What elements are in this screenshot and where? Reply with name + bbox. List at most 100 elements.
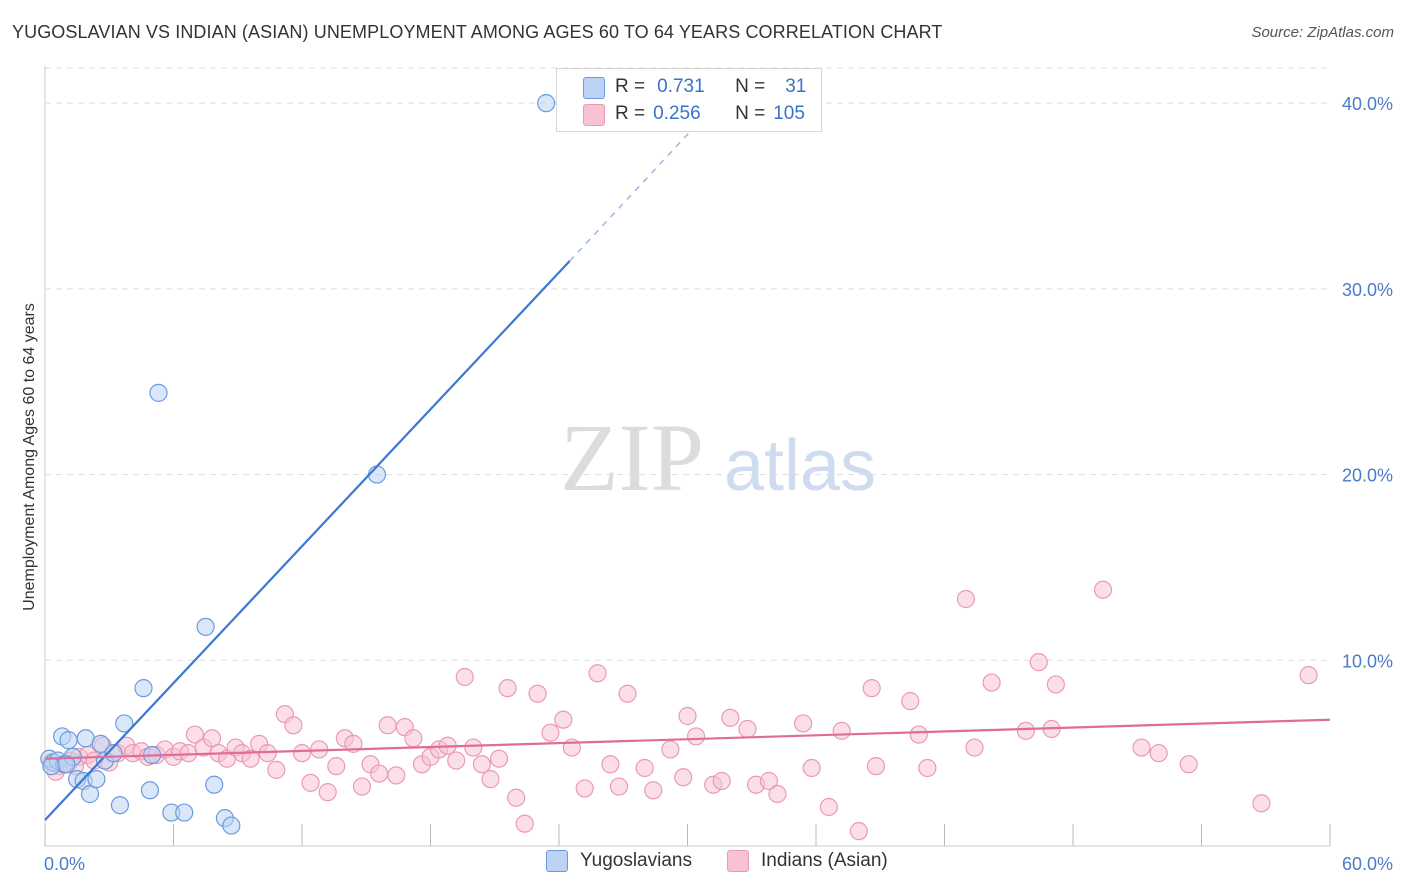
indians-asian-point	[481, 770, 500, 789]
indians-asian-point	[185, 725, 205, 744]
indians-asian-point	[541, 723, 560, 742]
indians-asian-point	[644, 781, 663, 800]
indians-asian-point	[678, 706, 697, 726]
indians-asian-point	[455, 667, 474, 687]
yugoslavians-point	[140, 781, 160, 800]
legend-swatch-yugoslavians	[583, 77, 605, 99]
yugoslavians-point	[87, 770, 106, 789]
indians-asian-point	[802, 758, 821, 778]
legend-n-label: N =	[735, 76, 766, 97]
bottom-legend-yugoslavians: Yugoslavians	[546, 850, 692, 872]
watermark: ZIP atlas	[560, 404, 876, 511]
legend-row-yugoslavians: R = 0.731 N = 31	[615, 75, 806, 99]
indians-asian-point	[352, 777, 372, 796]
indians-asian-point	[1093, 580, 1113, 599]
indians-asian-point	[464, 738, 483, 757]
legend-swatch-indians	[583, 104, 605, 126]
yugoslavians-point	[134, 679, 153, 698]
indians-asian-point	[378, 716, 397, 735]
indians-asian-point	[575, 779, 594, 798]
indians-asian-point	[901, 692, 920, 711]
yugoslavians-point	[222, 816, 241, 835]
indians-asian-point	[292, 744, 312, 763]
indians-asian-point	[909, 725, 928, 744]
bottom-legend-indians: Indians (Asian)	[727, 850, 888, 872]
yugoslavians-point	[57, 755, 76, 774]
bottom-legend-label: Indians (Asian)	[761, 850, 888, 871]
indians-asian-point	[849, 822, 868, 841]
indians-asian-point	[528, 684, 547, 703]
indians-asian-point	[1029, 653, 1048, 672]
indians-asian-point	[301, 773, 320, 792]
indians-asian-point	[635, 758, 654, 778]
yugoslavians-trend-line	[44, 260, 571, 821]
trend-lines	[44, 106, 1331, 821]
indians-asian-point	[318, 783, 337, 802]
y-tick-label: 20.0%	[1342, 466, 1393, 486]
indians-asian-point	[498, 679, 517, 698]
indians-asian-point	[759, 771, 778, 791]
indians-asian-point	[507, 788, 526, 807]
indians-asian-point	[404, 729, 423, 748]
yugoslavians-point	[110, 796, 130, 815]
indians-asian-point	[327, 757, 346, 776]
watermark-atlas: atlas	[724, 426, 876, 506]
indians-asian-point	[661, 740, 680, 759]
legend-r-value: 0.731	[657, 76, 705, 97]
yugoslavians-point	[367, 465, 387, 484]
indians-asian-point	[472, 755, 491, 774]
indians-asian-point	[918, 758, 937, 778]
yugoslavians-point	[537, 94, 556, 113]
indians-asian-point	[554, 710, 573, 729]
indians-asian-point	[267, 760, 286, 779]
bottom-legend-swatch	[546, 850, 568, 872]
indians-asian-point	[721, 708, 740, 727]
y-tick-label: 10.0%	[1342, 651, 1393, 671]
legend-n-label: N =	[735, 103, 766, 124]
indians-asian-point	[712, 771, 731, 791]
indians-asian-point	[370, 764, 389, 783]
axes	[44, 66, 1331, 847]
indians-asian-point	[618, 684, 637, 703]
legend-r-label: R =	[615, 76, 646, 97]
indians-asian-point	[1179, 755, 1198, 774]
indians-asian-point	[588, 664, 607, 683]
watermark-zip: ZIP	[560, 404, 704, 511]
indians-asian-point	[284, 716, 303, 735]
indians-asian-point	[1132, 738, 1151, 757]
y-tick-label: 40.0%	[1342, 94, 1393, 114]
yugoslavians-point	[149, 383, 168, 402]
indians-asian-point	[1046, 675, 1065, 694]
indians-asian-point	[601, 755, 620, 774]
x-tick-min: 0.0%	[44, 854, 85, 874]
indians-asian-point	[344, 734, 363, 753]
indians-asian-point	[1252, 794, 1271, 813]
chart-title: YUGOSLAVIAN VS INDIAN (ASIAN) UNEMPLOYME…	[12, 22, 943, 42]
indians-asian-point	[866, 757, 886, 776]
indians-asian-point	[1299, 666, 1318, 685]
indians-asian-point	[387, 766, 406, 785]
indians-asian-point	[686, 727, 706, 746]
x-tick-max: 60.0%	[1342, 854, 1393, 874]
indians-asian-point	[819, 797, 838, 817]
indians-asian-point	[794, 714, 813, 733]
indians-asian-point	[674, 768, 693, 787]
indians-asian-point	[447, 751, 466, 770]
indians-asian-point	[1016, 721, 1035, 740]
yugoslavians-point	[59, 731, 78, 750]
legend-r-value: 0.256	[653, 103, 701, 124]
legend-n-value: 31	[785, 76, 807, 97]
bottom-legend-label: Yugoslavians	[580, 850, 692, 871]
legend-r-label: R =	[615, 103, 646, 124]
indians-asian-point	[609, 777, 629, 796]
y-axis-label: Unemployment Among Ages 60 to 64 years	[21, 303, 38, 611]
indians-asian-point	[982, 673, 1001, 692]
indians-asian-point	[515, 814, 534, 833]
indians-asian-trend-line	[44, 718, 1331, 760]
bottom-legend-swatch	[727, 850, 749, 872]
indians-asian-point	[738, 719, 757, 739]
y-tick-label: 30.0%	[1342, 280, 1393, 300]
grid-lines: 10.0% 20.0% 30.0% 40.0%	[45, 67, 1393, 671]
indians-asian-point	[956, 589, 976, 609]
